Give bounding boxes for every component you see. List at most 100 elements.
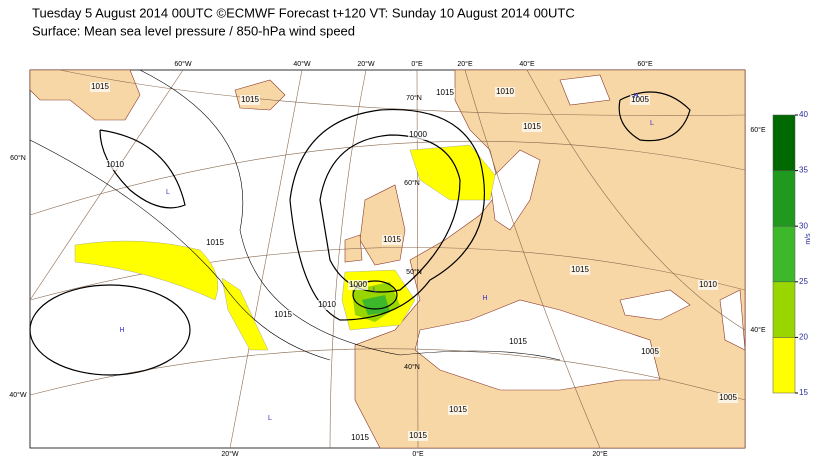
graticule-label: 60°E xyxy=(750,126,766,134)
isobar-label: 1015 xyxy=(509,337,527,346)
meridian xyxy=(29,69,184,301)
graticule-label: 20°W xyxy=(357,60,375,68)
isobar xyxy=(352,280,398,310)
colorbar-tick-label: 40 xyxy=(799,110,808,119)
map xyxy=(29,69,746,449)
isobar-label-bg xyxy=(317,300,337,310)
isobar-label: 1000 xyxy=(409,130,427,139)
title: Tuesday 5 August 2014 00UTC ©ECMWF Forec… xyxy=(32,5,575,20)
black-sea xyxy=(619,289,691,321)
isobar xyxy=(139,69,561,361)
isobar-label: 1015 xyxy=(436,88,454,97)
pressure-center: H xyxy=(633,93,638,100)
seas xyxy=(414,74,746,391)
isobar-label-bg xyxy=(350,433,370,443)
isobar-label: 1015 xyxy=(383,235,401,244)
isobar-label-bg xyxy=(495,87,515,97)
parallel xyxy=(29,247,746,301)
wind-area xyxy=(409,144,496,201)
graticule-label: 40°E xyxy=(750,326,766,334)
isobar-label: 1010 xyxy=(318,300,336,309)
graticule-label: 60°N xyxy=(404,179,420,187)
graticule-label: 40°W xyxy=(9,391,27,399)
pressure-center: H xyxy=(482,295,487,302)
isobar-label: 1015 xyxy=(571,265,589,274)
graticule-label: 60°N xyxy=(10,154,26,162)
isobar-label: 1010 xyxy=(496,87,514,96)
pressure-center: L xyxy=(650,120,654,127)
parallel xyxy=(29,140,746,216)
isobar-label: 1010 xyxy=(699,280,717,289)
subtitle: Surface: Mean sea level pressure / 850-h… xyxy=(32,23,355,38)
graticule-label: 20°W xyxy=(221,450,239,458)
isobar xyxy=(319,134,461,293)
isobar-label-bg xyxy=(698,280,718,290)
colorbar-band xyxy=(772,170,796,227)
colorbar-tick-label: 15 xyxy=(799,388,808,397)
graticule-label: 40°W xyxy=(293,60,311,68)
colorbar-tick-label: 20 xyxy=(799,333,808,342)
isobar-label: 1000 xyxy=(349,280,367,289)
graticule-label: 50°N xyxy=(406,268,422,276)
isobar-label-bg xyxy=(718,393,738,403)
pressure-center: H xyxy=(119,327,124,334)
isobar-label-bg xyxy=(408,130,428,140)
isobar xyxy=(29,284,191,376)
pressure-center: L xyxy=(373,287,377,294)
colorbar-band xyxy=(772,281,796,338)
colorbar-tick-label: 25 xyxy=(799,277,808,286)
isobars xyxy=(29,69,691,376)
meridian xyxy=(526,69,746,331)
colorbar-tick-label: 30 xyxy=(799,221,808,230)
isobar-label-bg xyxy=(348,280,368,290)
colorbar: 15 20 25 30 35 40 m/s xyxy=(772,110,812,397)
isobar-label-bg xyxy=(408,431,428,441)
isobar xyxy=(29,139,331,361)
isobar-label: 1015 xyxy=(206,238,224,247)
isobar-label: 1010 xyxy=(106,160,124,169)
parallel xyxy=(59,69,746,116)
caspian xyxy=(719,289,746,351)
isobar-label-bg xyxy=(105,160,125,170)
colorbar-unit: m/s xyxy=(805,233,812,245)
isobar xyxy=(618,91,691,142)
greenland xyxy=(29,69,141,121)
isobar-label: 1015 xyxy=(91,82,109,91)
isobar xyxy=(289,108,486,321)
isobar-label: 1005 xyxy=(719,393,737,402)
graticule-label: 20°E xyxy=(457,60,473,68)
isobar-label-bg xyxy=(640,347,660,357)
isobar-label: 1005 xyxy=(631,95,649,104)
graticule-label: 40°E xyxy=(519,60,535,68)
pressure-center: L xyxy=(268,415,272,422)
isobar-label: 1015 xyxy=(274,310,292,319)
isobar-label-bg xyxy=(240,95,260,105)
isobar-label: 1005 xyxy=(641,347,659,356)
isobar-label: 1015 xyxy=(449,405,467,414)
isobar-label: 1015 xyxy=(241,95,259,104)
meridian xyxy=(464,69,601,449)
graticule-label: 60°W xyxy=(174,60,192,68)
mediterranean xyxy=(414,299,661,391)
wind-area xyxy=(74,240,219,301)
isobar-label-bg xyxy=(435,88,455,98)
white-sea xyxy=(559,74,611,106)
colorbar-band xyxy=(772,114,796,171)
graticule-label: 0°E xyxy=(412,450,424,458)
baltic xyxy=(489,149,541,231)
isobar-label-bg xyxy=(382,235,402,245)
colorbar-band xyxy=(772,225,796,283)
graticule-label: 40°N xyxy=(404,363,420,371)
isobar-label-bg xyxy=(522,122,542,132)
isobar-label-bg xyxy=(570,265,590,275)
isobar-label: 1015 xyxy=(523,122,541,131)
graticule-label: 0°E xyxy=(411,60,423,68)
isobar-label-bg xyxy=(508,337,528,347)
isobar-label-bg xyxy=(630,95,650,105)
colorbar-band xyxy=(772,337,796,394)
colorbar-tick-label: 35 xyxy=(799,166,808,175)
isobar-label: 1015 xyxy=(351,433,369,442)
parallel xyxy=(29,348,746,401)
isobar-label-bg xyxy=(205,238,225,248)
